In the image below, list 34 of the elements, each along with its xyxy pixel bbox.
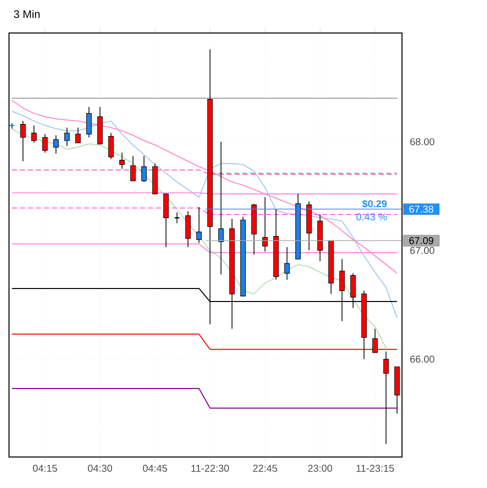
line-series	[11, 100, 398, 274]
ref-line-label: 67.09	[409, 237, 434, 244]
candlestick	[53, 134, 59, 154]
annotation: 0.43 %	[356, 213, 387, 220]
candlestick	[174, 212, 180, 224]
x-tick-label: 04:30	[88, 464, 112, 472]
candlestick	[284, 246, 290, 280]
y-tick-label: 68.00	[410, 138, 434, 146]
candlestick	[130, 155, 136, 182]
candlestick	[119, 152, 125, 170]
candlestick	[218, 141, 224, 275]
candlestick	[185, 210, 191, 248]
candlestick	[20, 120, 26, 162]
candlestick	[262, 196, 268, 252]
candlestick	[196, 206, 202, 244]
candlestick	[42, 134, 48, 153]
candlestick	[163, 194, 169, 248]
candlestick	[64, 127, 70, 146]
ref-line-label: 67.38	[409, 206, 434, 213]
x-tick-label: 04:15	[32, 464, 58, 472]
x-tick-label: 22:45	[253, 464, 278, 472]
candlestick	[108, 132, 114, 160]
candlestick	[86, 106, 92, 138]
candlestick	[31, 125, 37, 144]
x-tick-label: 23:00	[308, 464, 332, 472]
candlestick	[75, 127, 81, 144]
candlestick	[141, 155, 147, 182]
y-tick-label: 66.00	[410, 356, 434, 363]
x-tick-label: 04:45	[142, 464, 168, 472]
y-tick-label: 67.00	[410, 246, 434, 254]
x-tick-label: 11-23:15	[356, 464, 394, 472]
chart-title: 3 Min	[14, 10, 40, 18]
annotation: $0.29	[362, 200, 387, 208]
x-tick-label: 11-22:30	[191, 464, 229, 472]
